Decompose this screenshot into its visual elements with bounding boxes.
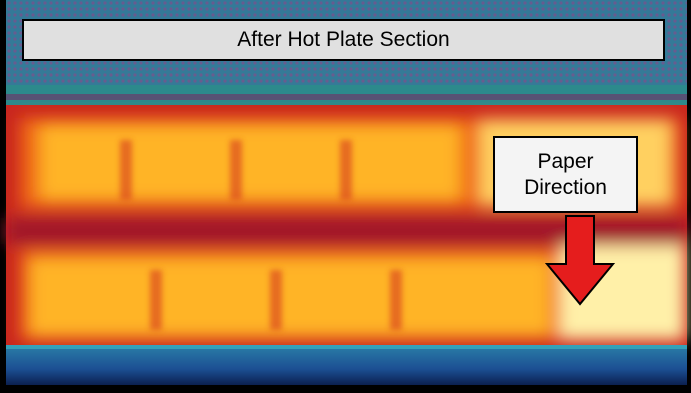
title: After Hot Plate Section <box>237 28 449 52</box>
title-box: After Hot Plate Section <box>22 19 665 61</box>
annotation-box: Paper Direction <box>493 136 638 213</box>
annotation-label: Paper Direction <box>517 149 614 201</box>
thermal-image-view: After Hot Plate Section Paper Direction <box>0 0 691 393</box>
